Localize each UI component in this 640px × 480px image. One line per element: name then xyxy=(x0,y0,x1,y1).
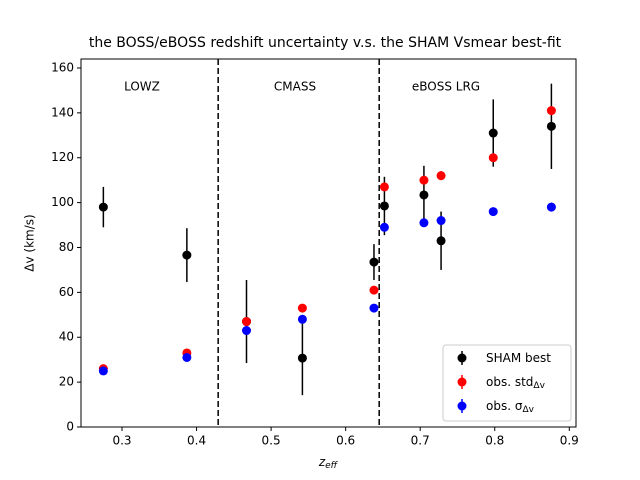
data-point xyxy=(419,218,429,228)
y-tick-label: 40 xyxy=(59,330,74,344)
x-tick-label: 0.4 xyxy=(187,434,206,448)
data-point xyxy=(546,202,556,212)
legend-name: obs. σ xyxy=(486,399,523,413)
data-point xyxy=(297,314,307,324)
legend-name-sub: Δv xyxy=(522,405,534,415)
annotation: LOWZ xyxy=(124,80,160,94)
data-point xyxy=(297,353,307,363)
legend-box xyxy=(442,344,572,422)
data-point xyxy=(297,303,307,313)
y-tick-label: 60 xyxy=(59,285,74,299)
data-point xyxy=(436,171,446,181)
data-point xyxy=(241,326,251,336)
legend-label: obs. σΔv xyxy=(486,399,535,415)
x-tick-label: 0.5 xyxy=(262,434,281,448)
data-point xyxy=(488,207,498,217)
legend-marker xyxy=(457,353,467,363)
x-tick-label: 0.6 xyxy=(336,434,355,448)
legend-label: obs. stdΔv xyxy=(486,375,546,391)
data-point xyxy=(488,128,498,138)
x-label-main: z xyxy=(318,455,326,469)
y-tick-label: 0 xyxy=(66,420,74,434)
y-axis-label: Δv (km/s) xyxy=(23,214,37,271)
y-tick-label: 160 xyxy=(51,60,74,74)
data-point xyxy=(182,352,192,362)
data-point xyxy=(379,201,389,211)
x-label-sub: eff xyxy=(325,461,339,471)
legend-marker xyxy=(457,377,467,387)
x-axis-label: zeff xyxy=(318,455,339,471)
x-tick-label: 0.8 xyxy=(485,434,504,448)
y-tick-label: 140 xyxy=(51,105,74,119)
legend-name: obs. std xyxy=(486,375,533,389)
legend-name: SHAM best xyxy=(486,351,551,365)
chart-title: the BOSS/eBOSS redshift uncertainty v.s.… xyxy=(89,35,562,51)
data-point xyxy=(419,175,429,185)
y-tick-label: 120 xyxy=(51,150,74,164)
x-tick-label: 0.9 xyxy=(560,434,579,448)
y-tick-label: 20 xyxy=(59,375,74,389)
data-point xyxy=(369,303,379,313)
x-tick-label: 0.7 xyxy=(411,434,430,448)
data-point xyxy=(379,182,389,192)
data-point xyxy=(546,106,556,116)
legend-name-sub: Δv xyxy=(533,381,545,391)
data-point xyxy=(98,202,108,212)
data-point xyxy=(436,216,446,226)
data-point xyxy=(436,236,446,246)
data-point xyxy=(369,285,379,295)
data-point xyxy=(241,317,251,327)
annotation: CMASS xyxy=(274,80,316,94)
data-point xyxy=(98,366,108,376)
data-point xyxy=(182,250,192,260)
plot-frame xyxy=(80,58,577,428)
x-tick-label: 0.3 xyxy=(112,434,131,448)
legend-label: SHAM best xyxy=(486,351,551,365)
data-point xyxy=(419,190,429,200)
data-point xyxy=(379,222,389,232)
annotation: eBOSS LRG xyxy=(412,80,480,94)
data-point xyxy=(488,153,498,163)
data-point xyxy=(546,121,556,131)
y-tick-label: 80 xyxy=(59,240,74,254)
data-point xyxy=(369,257,379,267)
y-tick-label: 100 xyxy=(51,195,74,209)
legend-marker xyxy=(457,401,467,411)
